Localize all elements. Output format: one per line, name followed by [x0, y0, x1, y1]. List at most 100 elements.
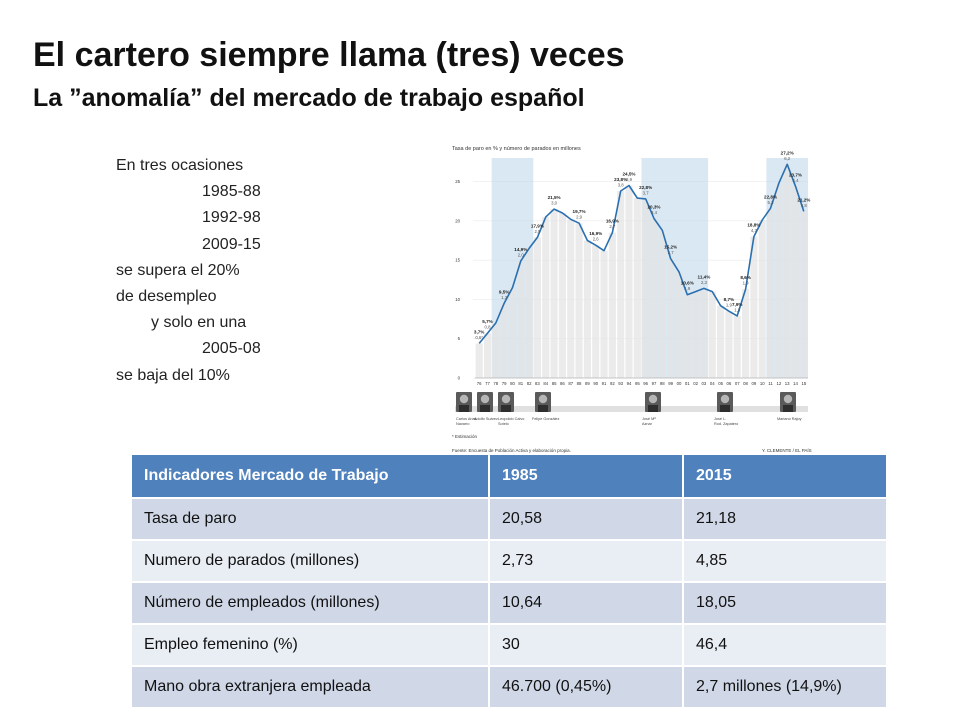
rate-label: 11,4%: [698, 274, 711, 279]
president-name: Mariano Rajoy: [777, 417, 802, 421]
y-tick-label: 0: [458, 376, 461, 381]
parados-label: 2,3: [701, 280, 708, 285]
rate-label: 18,8%: [747, 223, 760, 228]
side-line: de desempleo: [116, 288, 217, 306]
table-cell: Mano obra extranjera empleada: [130, 665, 490, 709]
president-portrait: Felipe González: [532, 392, 560, 421]
rate-label: 16,9%: [606, 219, 619, 224]
rate-bar: [800, 211, 808, 378]
rate-bar: [708, 291, 716, 378]
y-tick-label: 5: [458, 336, 461, 341]
president-name: Rod. Zapatero: [714, 422, 738, 426]
rate-label: 8,7%: [724, 297, 734, 302]
slide-subtitle: La ”anomalía” del mercado de trabajo esp…: [33, 84, 585, 112]
rate-bar: [700, 288, 708, 378]
x-tick-label: 96: [643, 381, 648, 386]
timeline-strip: [455, 406, 808, 412]
rate-bar: [692, 291, 700, 378]
x-tick-label: 83: [535, 381, 540, 386]
portrait-head: [480, 394, 490, 404]
president-name: Aznar: [642, 422, 653, 426]
rate-bar: [617, 191, 625, 378]
portrait-head: [501, 394, 511, 404]
portrait-body: [783, 405, 793, 412]
portrait-head: [459, 394, 469, 404]
portrait-body: [648, 405, 658, 412]
y-tick-label: 25: [455, 179, 460, 184]
x-tick-label: 77: [485, 381, 490, 386]
rate-bar: [642, 198, 650, 378]
rate-bar: [583, 240, 591, 378]
president-name: Adolfo Suárez: [474, 417, 498, 421]
president-portrait: José L.Rod. Zapatero: [714, 392, 738, 426]
president-portrait: Mariano Rajoy: [777, 392, 802, 421]
parados-label: 1,9: [684, 286, 691, 291]
rate-label: 23,7%: [789, 172, 802, 177]
x-tick-label: 98: [660, 381, 665, 386]
side-line: 2005-08: [202, 340, 261, 358]
x-tick-label: 88: [577, 381, 582, 386]
rate-label: 22,8%: [764, 194, 777, 199]
table-cell: 4,85: [682, 539, 888, 583]
portrait-head: [648, 394, 658, 404]
rate-label: 22,8%: [639, 185, 652, 190]
rate-bar: [592, 245, 600, 378]
x-tick-label: 92: [610, 381, 615, 386]
rate-bar: [600, 250, 608, 378]
table-cell: Número de empleados (millones): [130, 581, 490, 625]
x-tick-label: 01: [685, 381, 690, 386]
parados-label: 3,4: [651, 210, 658, 215]
chart-credit: Y. CLEMENTE / EL PAÍS: [762, 447, 812, 453]
indicators-table: Indicadores Mercado de Trabajo 1985 2015…: [130, 453, 888, 709]
rate-bar: [558, 213, 566, 378]
table-cell: 2,7 millones (14,9%): [682, 665, 888, 709]
x-tick-label: 93: [618, 381, 623, 386]
table-row: Mano obra extranjera empleada 46.700 (0,…: [130, 665, 888, 709]
portrait-body: [501, 405, 511, 412]
portrait-head: [538, 394, 548, 404]
rate-label: 5,7%: [482, 319, 492, 324]
rate-bar: [658, 230, 666, 378]
table-cell: Numero de parados (millones): [130, 539, 490, 583]
table-cell: 30: [488, 623, 684, 667]
x-tick-label: 05: [718, 381, 723, 386]
rate-bar: [508, 287, 517, 378]
x-tick-label: 10: [760, 381, 765, 386]
rate-bar: [733, 315, 741, 378]
president-name: Sotelo: [498, 422, 509, 426]
x-tick-label: 03: [702, 381, 707, 386]
side-line: 1992-98: [202, 209, 261, 227]
rate-bar: [650, 218, 658, 378]
portrait-body: [720, 405, 730, 412]
x-tick-label: 00: [677, 381, 682, 386]
parados-label: 2,6: [593, 237, 600, 242]
rate-label: 27,2%: [781, 150, 794, 155]
x-tick-label: 81: [518, 381, 523, 386]
parados-label: 2,9: [576, 215, 583, 220]
table-header-row: Indicadores Mercado de Trabajo 1985 2015: [130, 453, 888, 499]
rate-line: [478, 163, 805, 344]
parados-label: 3,0: [551, 201, 558, 206]
parados-label: 0,8: [484, 325, 491, 330]
rate-bar: [517, 260, 525, 378]
table-cell: 2,73: [488, 539, 684, 583]
table-row: Tasa de paro 20,58 21,18: [130, 497, 888, 541]
rate-bar: [791, 186, 800, 378]
portrait-body: [538, 405, 548, 412]
rate-bar: [567, 219, 575, 378]
parados-label: 1,3: [501, 295, 508, 300]
x-tick-label: 91: [602, 381, 607, 386]
y-tick-label: 15: [455, 258, 460, 263]
rate-bar: [783, 164, 791, 378]
rate-label: 10,6%: [681, 281, 694, 286]
x-tick-label: 06: [727, 381, 732, 386]
table-row: Número de empleados (millones) 10,64 18,…: [130, 581, 888, 625]
table-cell: 20,58: [488, 497, 684, 541]
president-name: Navarro: [456, 422, 470, 426]
rate-label: 24,5%: [622, 172, 635, 177]
side-line: y solo en una: [151, 314, 247, 332]
unemployment-chart: Tasa de paro en % y número de parados en…: [452, 146, 812, 453]
rate-label: 14,9%: [514, 247, 527, 252]
rate-bar: [483, 333, 492, 378]
